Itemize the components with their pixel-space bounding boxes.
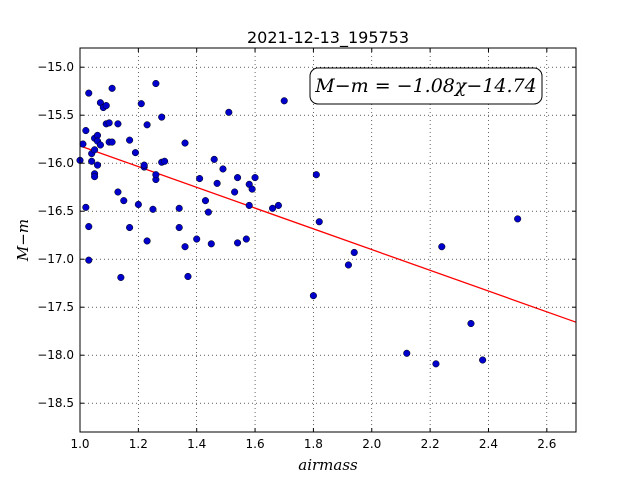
- data-point: [245, 201, 253, 209]
- data-point: [242, 235, 250, 243]
- y-tick-label: −17.0: [37, 252, 74, 266]
- x-tick-label: 2.6: [537, 437, 556, 451]
- y-tick-label: −18.0: [37, 348, 74, 362]
- data-point: [79, 140, 87, 148]
- data-point: [108, 138, 116, 146]
- data-point: [126, 136, 134, 144]
- data-point: [82, 127, 90, 135]
- data-point: [114, 188, 122, 196]
- annotation-text: M−m = −1.08χ−14.74: [314, 75, 536, 97]
- data-point: [309, 292, 317, 300]
- y-tick-label: −16.0: [37, 156, 74, 170]
- y-tick-label: −16.5: [37, 204, 74, 218]
- data-point: [204, 208, 212, 216]
- fit-annotation: M−m = −1.08χ−14.74: [309, 67, 543, 105]
- plot-area-frame: [79, 47, 577, 433]
- data-point: [213, 179, 221, 187]
- data-point: [231, 188, 239, 196]
- y-tick-label: −17.5: [37, 300, 74, 314]
- data-point: [219, 165, 227, 173]
- data-points: [76, 79, 522, 368]
- data-point: [181, 139, 189, 147]
- data-point: [207, 240, 215, 248]
- data-point: [403, 349, 411, 357]
- data-point: [149, 205, 157, 213]
- data-point: [269, 204, 277, 212]
- x-tick-label: 1.2: [129, 437, 148, 451]
- data-point: [140, 161, 148, 169]
- data-point: [432, 360, 440, 368]
- x-tick-label: 1.8: [304, 437, 323, 451]
- data-point: [234, 174, 242, 182]
- chart-title: 2021-12-13_195753: [247, 28, 409, 48]
- data-point: [514, 215, 522, 223]
- x-tick-label: 2.0: [362, 437, 381, 451]
- y-tick-label: −15.0: [37, 60, 74, 74]
- data-point: [196, 175, 204, 183]
- data-point: [312, 171, 320, 179]
- fit-line-group: [79, 145, 577, 323]
- data-point: [120, 197, 128, 205]
- data-point: [152, 171, 160, 179]
- annotation-box: [309, 67, 543, 105]
- data-point: [143, 121, 151, 129]
- data-point: [117, 273, 125, 281]
- data-point: [126, 223, 134, 232]
- data-point: [280, 97, 288, 105]
- x-tick-label: 2.2: [421, 437, 440, 451]
- y-axis-ticks: −15.0 −15.5 −16.0 −16.5 −17.0 −17.5 −18.0 −18.5: [37, 60, 576, 410]
- data-point: [251, 174, 259, 182]
- data-point: [96, 141, 104, 149]
- data-point: [175, 223, 183, 232]
- data-point: [210, 155, 218, 163]
- data-point: [88, 157, 96, 165]
- data-point: [91, 146, 99, 154]
- data-point: [344, 261, 352, 269]
- data-point: [161, 157, 169, 165]
- data-point: [225, 108, 233, 116]
- data-point: [114, 120, 122, 128]
- data-point: [131, 149, 139, 157]
- grid-lines: [79, 48, 576, 432]
- data-point: [91, 173, 99, 181]
- x-tick-label: 1.6: [246, 437, 265, 451]
- x-tick-label: 1.0: [70, 437, 89, 451]
- data-point: [248, 185, 256, 193]
- data-point: [85, 89, 93, 97]
- data-point: [82, 203, 90, 211]
- data-point: [350, 248, 358, 257]
- data-point: [274, 201, 282, 209]
- fit-line: [79, 145, 577, 323]
- y-tick-label: −15.5: [37, 108, 74, 122]
- data-point: [143, 237, 151, 245]
- data-point: [467, 319, 475, 328]
- y-tick-label: −18.5: [37, 396, 74, 410]
- data-point: [102, 102, 110, 110]
- data-point: [108, 84, 116, 92]
- data-point: [184, 272, 192, 281]
- x-axis-ticks: 1.0 1.2 1.4 1.6 1.8 2.0 2.2 2.4 2.6: [70, 48, 556, 451]
- data-point: [158, 113, 166, 121]
- data-point: [85, 223, 93, 231]
- data-point: [93, 161, 102, 169]
- y-axis-label: M−m: [14, 219, 32, 262]
- data-point: [152, 79, 160, 88]
- data-point: [134, 200, 142, 209]
- data-point: [315, 218, 323, 226]
- data-point: [234, 239, 242, 247]
- data-point: [175, 204, 183, 212]
- data-point: [438, 243, 446, 251]
- data-point: [85, 256, 93, 264]
- data-point: [201, 197, 210, 205]
- data-point: [137, 100, 145, 108]
- x-tick-label: 1.4: [187, 437, 206, 451]
- x-tick-label: 2.4: [479, 437, 498, 451]
- data-point: [479, 356, 487, 364]
- data-point: [105, 119, 113, 127]
- data-point: [193, 235, 201, 243]
- x-axis-label: airmass: [298, 456, 358, 474]
- data-point: [181, 243, 189, 251]
